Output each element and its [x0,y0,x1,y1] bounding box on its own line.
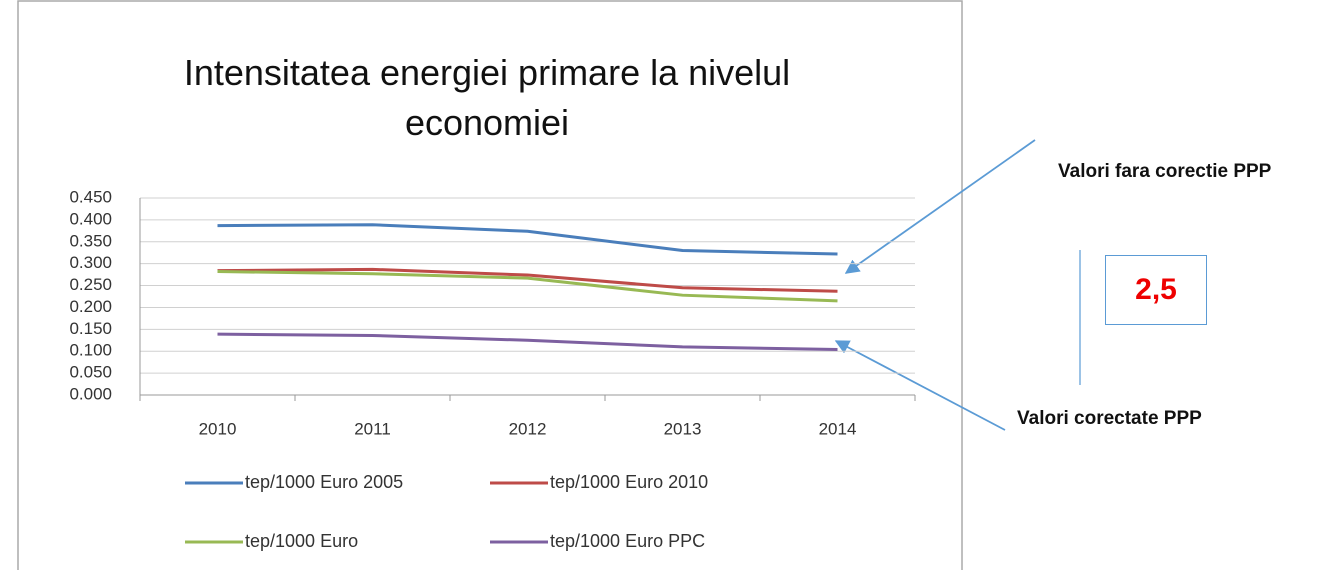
y-tick-label: 0.100 [69,341,112,360]
y-tick-label: 0.250 [69,275,112,294]
y-tick-label: 0.200 [69,297,112,316]
arrow [844,139,1036,274]
series-line [217,223,838,256]
y-tick-label: 0.150 [69,319,112,338]
y-tick-label: 0.400 [69,209,112,228]
x-tick-label: 2011 [354,419,391,438]
chart-title: Intensitatea energiei primare la nivelul… [183,52,791,143]
y-tick-label: 0.050 [69,363,112,382]
y-tick-label: 0.350 [69,231,112,250]
annotation: Valori fara corectie PPP [1058,161,1272,182]
y-tick-label: 0.000 [69,384,112,403]
x-tick-label: 2013 [664,419,702,438]
y-tick-label: 0.300 [69,253,112,272]
legend-label: tep/1000 Euro 2005 [245,472,403,492]
legend-label: tep/1000 Euro 2010 [550,472,708,492]
annotation: Valori corectate PPP [1017,408,1202,429]
series-line [217,270,838,303]
arrow [834,340,1006,431]
x-tick-label: 2012 [509,419,547,438]
series-line [217,332,838,351]
series-line [217,267,838,293]
y-tick-label: 0.450 [69,187,112,206]
x-tick-label: 2014 [819,419,857,438]
legend-label: tep/1000 Euro PPC [550,531,705,551]
x-tick-label: 2010 [199,419,237,438]
legend-label: tep/1000 Euro [245,531,358,551]
annotation-box: 2,5 [1105,255,1207,325]
